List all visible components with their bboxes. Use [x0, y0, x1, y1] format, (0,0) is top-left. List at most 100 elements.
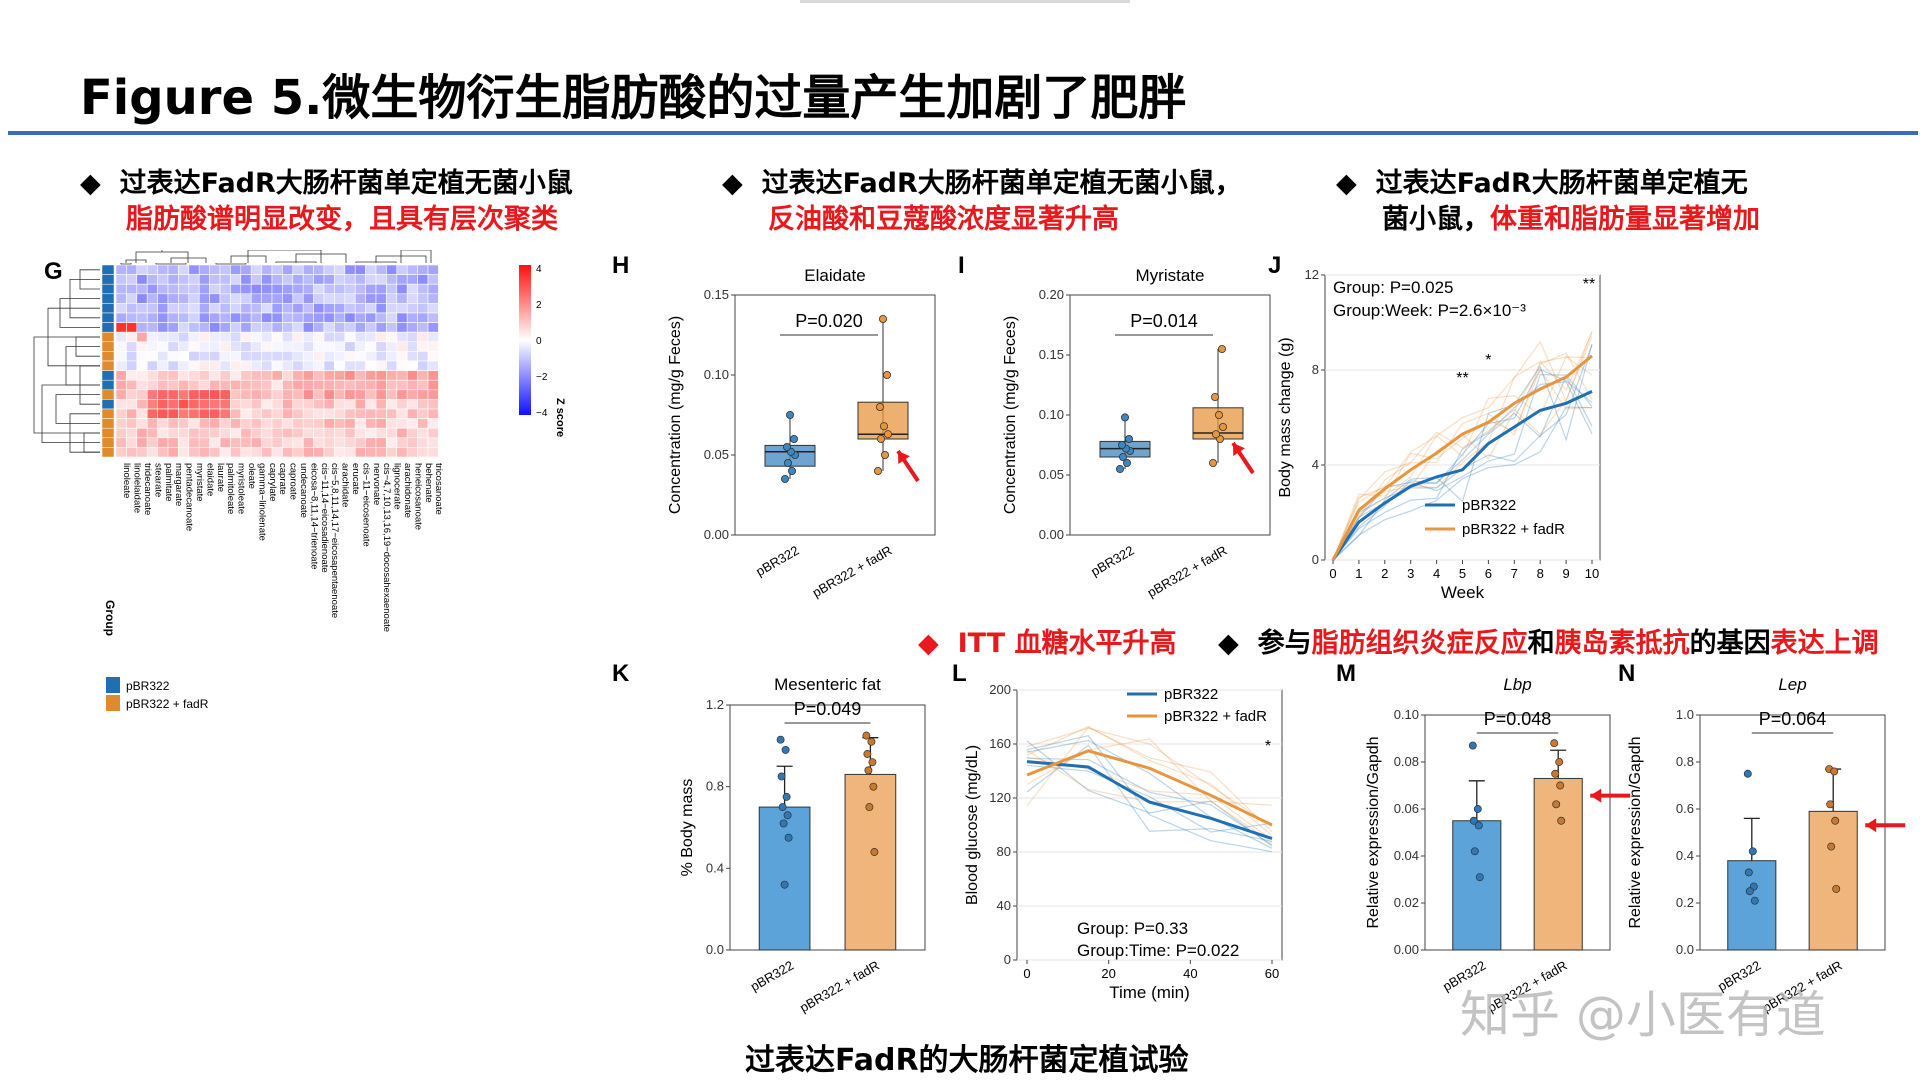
heatmap-cell [178, 408, 190, 419]
heatmap-cell [157, 389, 169, 400]
heatmap-cell [271, 360, 283, 371]
heatmap-cell [261, 370, 273, 381]
heatmap-cell [146, 274, 158, 285]
heatmap-cell [344, 379, 356, 391]
heatmap-cell [157, 322, 169, 333]
heatmap-cell [136, 341, 148, 352]
heatmap-cell [167, 408, 179, 419]
heatmap-column-labels: linoleate linolelaidate tridecanoate steara… [121, 463, 444, 632]
heatmap-cell [313, 447, 325, 458]
heatmap-cell [188, 312, 200, 323]
heatmap-cell [240, 360, 252, 371]
heatmap-cell [230, 370, 242, 381]
heatmap-cell [406, 293, 418, 304]
heatmap-cell [323, 303, 335, 314]
x-category-label: pBR322 + fadR [1145, 543, 1230, 601]
dendrogram-branch [41, 384, 100, 443]
bullet-4-text: ITT 血糖水平升高 [957, 628, 1177, 659]
data-point [863, 750, 872, 758]
heatmap-cell [344, 312, 356, 323]
diamond-icon: ◆ [1336, 168, 1357, 199]
heatmap-cell [146, 389, 158, 400]
heatmap-cell [115, 312, 127, 323]
heatmap-cell [188, 427, 200, 439]
heatmap-cell [250, 351, 262, 362]
heatmap-cell [261, 351, 273, 362]
heatmap-cell [209, 312, 221, 323]
heatmap-cell [178, 360, 190, 371]
heatmap-cell [396, 389, 408, 400]
bullet-3-line2a: 菌小鼠， [1382, 204, 1490, 235]
column-label: nervonate [371, 463, 382, 505]
heatmap-cell [323, 427, 335, 439]
heatmap-cell [354, 293, 366, 304]
heatmap-cell [126, 360, 138, 371]
heatmap-cell [375, 312, 387, 323]
group-cell [101, 264, 115, 275]
individual-line [1026, 727, 1273, 827]
data-point [869, 782, 878, 791]
column-label: linoleate [121, 463, 132, 498]
heatmap-cell [188, 322, 200, 333]
heatmap-cell [302, 331, 314, 343]
heatmap-cell [126, 370, 138, 381]
heatmap-cell [115, 437, 127, 448]
x-tick-label: 10 [1585, 566, 1599, 581]
heatmap-cell [354, 331, 366, 343]
diamond-icon: ◆ [1218, 628, 1239, 659]
heatmap-cell [292, 341, 304, 352]
dendrogram-branch [59, 298, 100, 328]
heatmap-cell [417, 427, 429, 439]
heatmap-cell [344, 264, 356, 275]
chart-i-myristate: Myristate 0.00 0.05 0.10 0.15 0.20 Concentrati… [1002, 266, 1271, 601]
y-tick-label: 0.2 [1676, 895, 1694, 910]
heatmap-cell [427, 399, 439, 410]
heatmap-cell [219, 399, 231, 410]
heatmap-cell [365, 331, 377, 343]
heatmap-cell [271, 379, 283, 391]
heatmap-cell [365, 303, 377, 314]
heatmap-cell [178, 427, 190, 439]
heatmap-cell [136, 303, 148, 314]
heatmap-cell [230, 418, 242, 429]
y-tick-label: 0.00 [1039, 527, 1064, 542]
column-label: gamma−linolenate [256, 463, 267, 541]
mean-line [1331, 390, 1593, 561]
heatmap-cell [292, 418, 304, 429]
data-point [1217, 345, 1226, 354]
heatmap-cell [406, 312, 418, 323]
heatmap-cell [157, 408, 169, 419]
heatmap-cell [115, 370, 127, 381]
heatmap-cell [136, 264, 148, 275]
heatmap-cell [188, 264, 200, 275]
data-point [782, 792, 791, 801]
heatmap-cell [334, 360, 346, 371]
heatmap-cell [240, 303, 252, 314]
bullet-3-line2b: 体重和脂肪量显著增加 [1490, 204, 1760, 235]
heatmap-cell [292, 274, 304, 285]
heatmap-cell [230, 303, 242, 314]
data-point [1210, 392, 1219, 401]
heatmap-cell [417, 408, 429, 419]
heatmap-cell [136, 427, 148, 439]
heatmap-cell [417, 351, 429, 362]
legend-label: pBR322 [1164, 686, 1218, 703]
heatmap-cell [417, 331, 429, 343]
heatmap-cell [313, 399, 325, 410]
heatmap-cell [302, 418, 314, 429]
heatmap-cell [178, 379, 190, 391]
heatmap-cell [375, 389, 387, 400]
legend-label: pBR322 + fadR [1462, 521, 1565, 538]
y-tick-label: 0.05 [1039, 467, 1064, 482]
chart-title: Lbp [1503, 675, 1531, 694]
heatmap-cell [417, 322, 429, 333]
heatmap-cell [365, 322, 377, 333]
top-gray-line [800, 0, 1130, 3]
heatmap-cell [323, 408, 335, 419]
heatmap-cell [240, 399, 252, 410]
bullet-3: ◆ 过表达FadR大肠杆菌单定植无 菌小鼠，体重和脂肪量显著增加 [1336, 166, 1760, 238]
heatmap-cell [115, 447, 127, 458]
heatmap-cell [417, 303, 429, 314]
heatmap-cell [375, 427, 387, 439]
heatmap-cell [209, 379, 221, 391]
